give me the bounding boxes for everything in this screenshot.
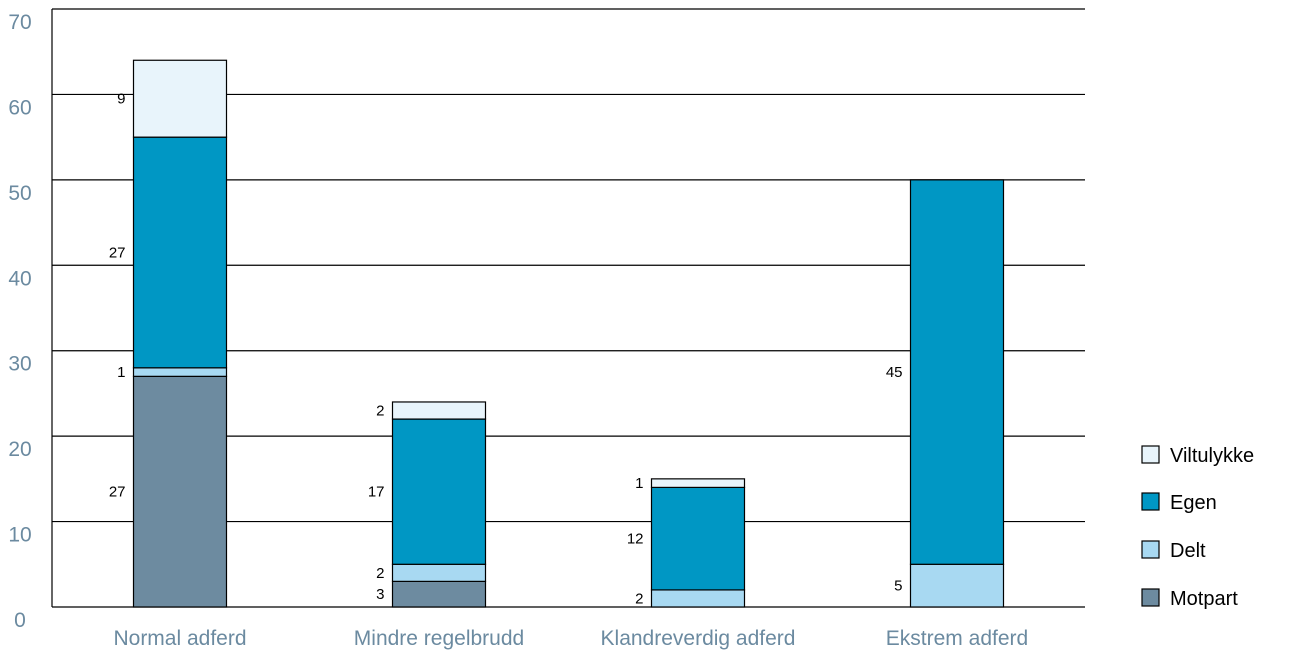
bar-segment-delt — [650, 589, 746, 608]
legend-label-delt: Delt — [1170, 540, 1206, 562]
legend-label-viltulykke: Viltulykke — [1170, 445, 1254, 467]
bars — [132, 59, 1005, 608]
bar-segment-viltulykke — [132, 59, 228, 138]
bar-segment-viltulykke — [391, 401, 487, 420]
legend-label-egen: Egen — [1170, 492, 1217, 514]
x-tick-label: Mindre regelbrudd — [354, 627, 524, 650]
y-tick-label: 30 — [8, 353, 31, 376]
bar-segment-delt — [132, 367, 228, 377]
data-label: 27 — [109, 484, 126, 501]
data-label: 2 — [635, 590, 643, 607]
data-label: 5 — [894, 578, 902, 595]
data-label: 3 — [376, 586, 384, 603]
x-tick-label: Normal adferd — [113, 627, 246, 650]
bar-segment-egen — [909, 179, 1005, 565]
bar-segment-motpart — [391, 580, 487, 608]
y-tick-label: 50 — [8, 182, 31, 205]
y-tick-label: 0 — [14, 609, 26, 632]
y-tick-label: 60 — [8, 96, 31, 119]
bar-segment-egen — [650, 486, 746, 591]
bar-segment-egen — [132, 136, 228, 369]
data-label: 27 — [109, 244, 126, 261]
bar-segment-delt — [909, 563, 1005, 608]
y-tick-label: 40 — [8, 267, 31, 290]
data-label: 1 — [117, 364, 125, 381]
legend: Viltulykke Egen Delt Motpart — [1141, 445, 1254, 610]
legend-swatch-viltulykke — [1141, 445, 1160, 464]
bar-segment-delt — [391, 563, 487, 582]
data-label: 9 — [117, 91, 125, 108]
x-axis-ticks: Normal adferd Mindre regelbrudd Klandrever… — [113, 627, 1028, 650]
data-label: 17 — [368, 484, 385, 501]
x-tick-label: Klandreverdig adferd — [601, 627, 796, 650]
data-label: 45 — [886, 364, 903, 381]
x-tick-label: Ekstrem adferd — [886, 627, 1028, 650]
legend-swatch-motpart — [1141, 588, 1160, 607]
bar-segment-viltulykke — [650, 478, 746, 489]
legend-swatch-egen — [1141, 492, 1160, 511]
y-tick-label: 10 — [8, 524, 31, 547]
legend-swatch-delt — [1141, 540, 1160, 559]
y-tick-label: 70 — [8, 11, 31, 34]
y-axis-ticks: 0 10 20 30 40 50 60 70 — [8, 11, 31, 632]
data-label: 1 — [635, 475, 643, 492]
bar-segment-motpart — [132, 375, 228, 608]
data-label: 2 — [376, 565, 384, 582]
legend-label-motpart: Motpart — [1170, 588, 1238, 610]
bar-segment-egen — [391, 418, 487, 565]
y-tick-label: 20 — [8, 438, 31, 461]
data-label: 12 — [627, 531, 644, 548]
data-label: 2 — [376, 403, 384, 420]
